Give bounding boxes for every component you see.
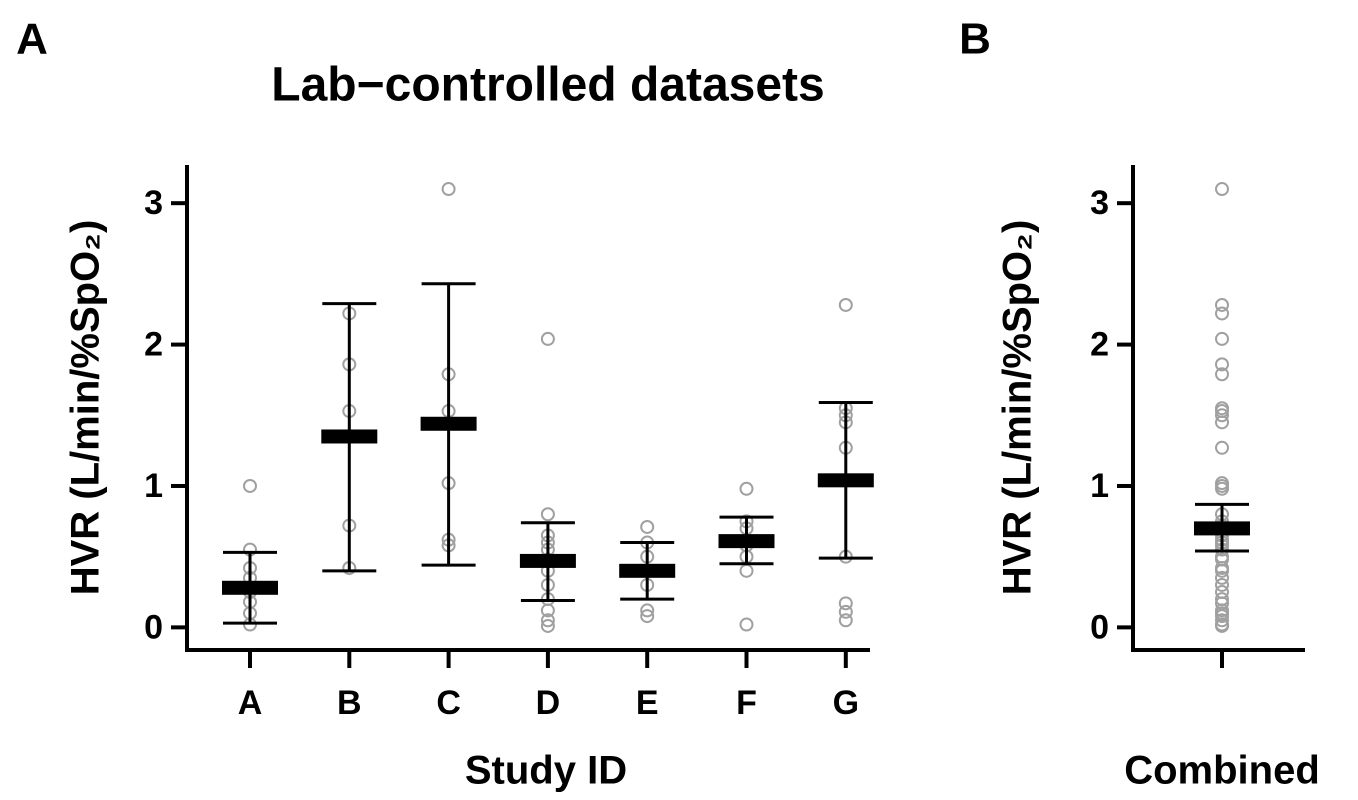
data-point xyxy=(1215,577,1229,592)
mean-bar xyxy=(222,580,278,595)
data-point xyxy=(838,613,853,628)
y-tick-label: 2 xyxy=(144,326,163,364)
mean-bar xyxy=(519,553,576,568)
mean-bar xyxy=(1194,521,1250,536)
data-point xyxy=(1215,481,1229,496)
data-point xyxy=(441,182,456,197)
data-point xyxy=(1215,357,1229,372)
data-point xyxy=(540,331,555,346)
mean-bar xyxy=(718,534,775,549)
data-point xyxy=(540,618,555,633)
data-point xyxy=(1215,297,1229,312)
y-tick-label: 3 xyxy=(144,184,163,222)
data-point xyxy=(1215,440,1229,455)
x-tick-label: B xyxy=(337,684,362,722)
data-point xyxy=(1215,408,1229,423)
mean-bar xyxy=(420,416,477,431)
y-tick-label: 1 xyxy=(144,467,163,505)
y-tick-label: 1 xyxy=(1090,467,1109,505)
mean-bar xyxy=(619,563,676,578)
y-axis-label: HVR (L/min/%SpO₂) xyxy=(64,220,108,596)
data-point xyxy=(640,603,655,618)
data-point xyxy=(739,617,754,632)
x-tick-label: E xyxy=(636,684,659,722)
data-point xyxy=(1215,367,1229,382)
data-point xyxy=(1215,613,1229,628)
mean-bar xyxy=(817,473,874,488)
y-axis-label: HVR (L/min/%SpO₂) xyxy=(996,220,1040,596)
data-point xyxy=(838,604,853,619)
data-point xyxy=(1215,331,1229,346)
panel-label: B xyxy=(959,15,991,64)
x-tick-label: G xyxy=(833,684,859,722)
data-point xyxy=(1215,182,1229,197)
x-tick-label: F xyxy=(736,684,757,722)
x-axis-label: Study ID xyxy=(465,749,627,793)
data-point xyxy=(1215,415,1229,430)
data-point xyxy=(640,519,655,534)
data-point xyxy=(1215,563,1229,578)
mean-bar xyxy=(321,429,378,444)
chart-title: Lab−controlled datasets xyxy=(271,59,824,112)
data-point xyxy=(540,507,555,522)
x-tick-label: C xyxy=(436,684,461,722)
y-tick-label: 0 xyxy=(1090,608,1109,646)
data-point xyxy=(640,609,655,624)
data-point xyxy=(1215,618,1229,633)
y-tick-label: 0 xyxy=(144,608,163,646)
data-point xyxy=(1215,306,1229,321)
x-tick-label: D xyxy=(536,684,561,722)
data-point xyxy=(838,596,853,611)
data-point xyxy=(838,297,853,312)
x-tick-label: A xyxy=(238,684,263,722)
data-point xyxy=(243,478,257,493)
data-point xyxy=(540,613,555,628)
data-point xyxy=(1215,570,1229,585)
x-axis-label: Combined xyxy=(1124,749,1320,793)
y-tick-label: 2 xyxy=(1090,326,1109,364)
panel-label: A xyxy=(16,15,48,64)
data-point xyxy=(1215,609,1229,624)
y-tick-label: 3 xyxy=(1090,184,1109,222)
data-point xyxy=(540,603,555,618)
data-point xyxy=(739,563,754,578)
data-point xyxy=(739,481,754,496)
